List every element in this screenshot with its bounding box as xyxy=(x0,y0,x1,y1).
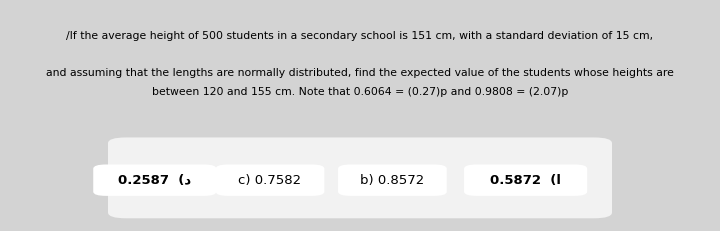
Text: between 120 and 155 cm. Note that 0.6064 = (0.27)p and 0.9808 = (2.07)p: between 120 and 155 cm. Note that 0.6064… xyxy=(152,87,568,97)
FancyBboxPatch shape xyxy=(108,137,612,218)
FancyBboxPatch shape xyxy=(338,164,446,196)
Text: c) 0.7582: c) 0.7582 xyxy=(238,174,302,187)
Text: 0.2587  (د: 0.2587 (د xyxy=(118,174,192,187)
Text: b) 0.8572: b) 0.8572 xyxy=(360,174,425,187)
FancyBboxPatch shape xyxy=(464,164,588,196)
Text: and assuming that the lengths are normally distributed, find the expected value : and assuming that the lengths are normal… xyxy=(46,68,674,78)
FancyBboxPatch shape xyxy=(94,164,216,196)
FancyBboxPatch shape xyxy=(216,164,324,196)
Text: 0.5872  (ا: 0.5872 (ا xyxy=(490,174,561,187)
Text: /If the average height of 500 students in a secondary school is 151 cm, with a s: /If the average height of 500 students i… xyxy=(66,31,654,41)
